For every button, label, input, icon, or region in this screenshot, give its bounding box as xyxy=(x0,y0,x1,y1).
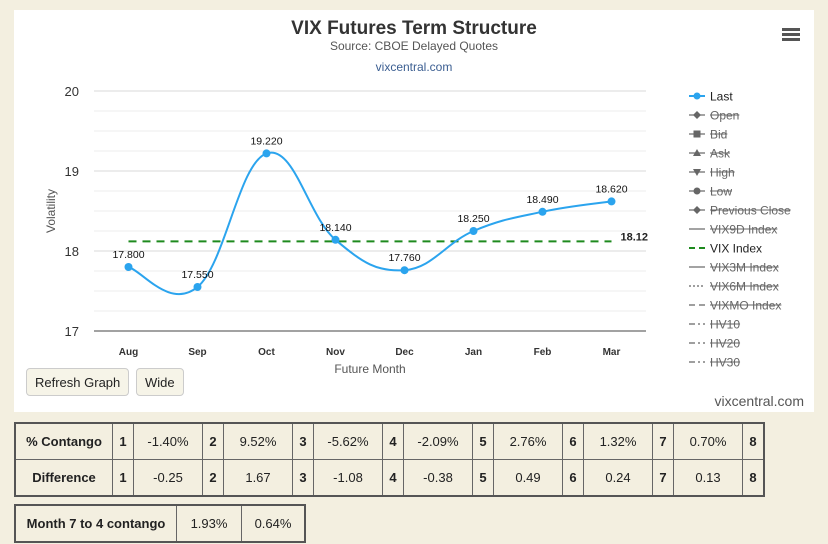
x-tick-label: Feb xyxy=(534,347,552,358)
legend-marker xyxy=(693,149,701,156)
month-index-cell: 5 xyxy=(472,459,494,497)
month-7-4-value: 1.93% xyxy=(176,504,242,543)
month-index-cell: 8 xyxy=(742,459,765,497)
last-point xyxy=(469,227,478,235)
legend-label[interactable]: VIX Index xyxy=(710,242,762,256)
refresh-graph-button[interactable]: Refresh Graph xyxy=(26,368,130,396)
value-cell: -1.08 xyxy=(313,459,383,497)
x-tick-label: Mar xyxy=(603,347,621,358)
last-point xyxy=(262,149,271,158)
month-7-4-value: 0.64% xyxy=(241,504,306,543)
data-label: 17.800 xyxy=(112,249,144,261)
wide-button[interactable]: Wide xyxy=(136,368,184,396)
contango-row: Difference 1 -0.25 2 1.67 3 -1.08 4 -0.38 5 0.49 6 0… xyxy=(14,459,765,497)
month-7-4-row: Month 7 to 4 contango 1.93% 0.64% xyxy=(14,504,306,543)
month-index-cell: 1 xyxy=(112,459,134,497)
value-cell: -0.38 xyxy=(403,459,473,497)
month-index-cell: 6 xyxy=(562,459,584,497)
legend-marker xyxy=(693,169,701,176)
x-tick-label: Oct xyxy=(258,347,275,358)
x-tick-label: Sep xyxy=(188,347,206,358)
month-index-cell: 6 xyxy=(562,422,584,460)
menu-icon[interactable] xyxy=(782,28,800,42)
last-point xyxy=(124,263,133,271)
y-tick-label: 18 xyxy=(65,244,79,259)
x-tick-label: Jan xyxy=(465,347,482,358)
month-index-cell: 8 xyxy=(742,422,765,460)
legend-marker xyxy=(693,130,701,138)
last-point xyxy=(331,235,340,244)
row-label: Difference xyxy=(14,459,113,497)
month-index-cell: 2 xyxy=(202,459,224,497)
value-cell: 0.13 xyxy=(673,459,743,497)
value-cell: -1.40% xyxy=(133,422,203,460)
last-point xyxy=(400,266,409,275)
legend-marker xyxy=(693,92,701,100)
month-index-cell: 7 xyxy=(652,459,674,497)
chart-svg: 17 18 19 20 Aug Sep Oct Nov Dec Jan Feb Mar Future M… xyxy=(44,84,791,376)
value-cell: -2.09% xyxy=(403,422,473,460)
y-tick-label: 17 xyxy=(65,324,79,339)
last-point xyxy=(538,207,547,216)
legend-marker xyxy=(693,187,701,195)
legend-label[interactable]: Last xyxy=(710,90,733,104)
value-cell: 2.76% xyxy=(493,422,563,460)
value-cell: -5.62% xyxy=(313,422,383,460)
value-cell: 1.67 xyxy=(223,459,293,497)
data-label: 18.250 xyxy=(457,213,489,225)
data-label: 17.760 xyxy=(388,252,420,264)
month-7-4-label: Month 7 to 4 contango xyxy=(14,504,177,543)
legend-marker xyxy=(693,111,701,119)
x-tick-label: Nov xyxy=(326,347,345,358)
row-label: % Contango xyxy=(14,422,113,460)
data-label: 17.550 xyxy=(181,269,213,281)
value-cell: 0.49 xyxy=(493,459,563,497)
data-label: 18.620 xyxy=(595,183,627,195)
credit-text: vixcentral.com xyxy=(714,393,804,409)
month-index-cell: 3 xyxy=(292,459,314,497)
month-7-4-table: Month 7 to 4 contango 1.93% 0.64% xyxy=(14,504,306,543)
month-index-cell: 4 xyxy=(382,422,404,460)
contango-table: % Contango 1 -1.40% 2 9.52% 3 -5.62% 4 -2.09% 5 2.… xyxy=(14,422,765,497)
contango-row: % Contango 1 -1.40% 2 9.52% 3 -5.62% 4 -2.09% 5 2.… xyxy=(14,422,765,460)
chart-subtitle: Source: CBOE Delayed Quotes xyxy=(329,39,499,53)
month-index-cell: 5 xyxy=(472,422,494,460)
data-label: 18.490 xyxy=(526,194,558,206)
last-point xyxy=(193,283,202,291)
month-index-cell: 3 xyxy=(292,422,314,460)
month-index-cell: 7 xyxy=(652,422,674,460)
source-link[interactable]: vixcentral.com xyxy=(375,60,453,74)
data-label: 19.220 xyxy=(250,135,282,147)
x-axis-label: Future Month xyxy=(334,362,405,376)
value-cell: 9.52% xyxy=(223,422,293,460)
data-label: 18.140 xyxy=(319,222,351,234)
month-index-cell: 4 xyxy=(382,459,404,497)
last-series-line xyxy=(128,151,612,296)
vix-index-label: 18.12 xyxy=(621,231,649,243)
y-tick-label: 19 xyxy=(65,164,79,179)
chart-title: VIX Futures Term Structure xyxy=(291,18,537,39)
value-cell: 0.24 xyxy=(583,459,653,497)
y-axis-label: Volatility xyxy=(44,189,58,233)
x-tick-label: Aug xyxy=(119,347,138,358)
value-cell: 1.32% xyxy=(583,422,653,460)
legend-marker xyxy=(693,206,701,214)
month-index-cell: 2 xyxy=(202,422,224,460)
last-point xyxy=(607,197,616,206)
chart-panel: VIX Futures Term Structure Source: CBOE … xyxy=(14,10,814,412)
value-cell: 0.70% xyxy=(673,422,743,460)
value-cell: -0.25 xyxy=(133,459,203,497)
month-index-cell: 1 xyxy=(112,422,134,460)
x-tick-label: Dec xyxy=(395,347,414,358)
y-tick-label: 20 xyxy=(65,84,79,99)
